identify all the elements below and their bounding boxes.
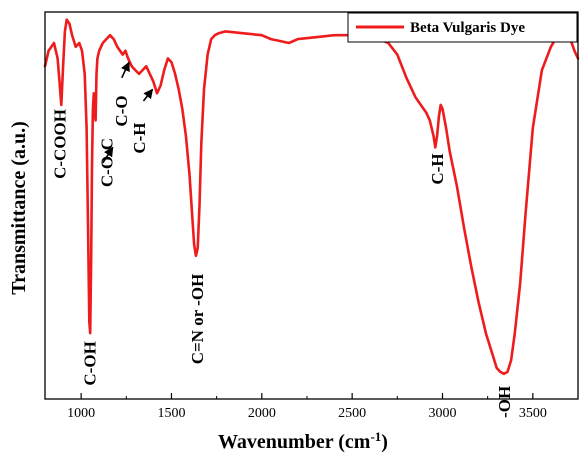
peak-annotation-5: C=N or -OH [188, 274, 207, 365]
annotation-arrow-0 [102, 146, 114, 164]
x-tick-label: 2500 [338, 406, 366, 421]
x-tick-label: 3500 [519, 406, 547, 421]
annotation-arrow-1 [121, 61, 130, 79]
series-line-0 [43, 18, 580, 376]
x-tick-label: 3000 [428, 406, 456, 421]
peak-annotation-7: -OH [495, 386, 514, 418]
x-axis-title: Wavenumber (cm-1) [218, 429, 388, 454]
peak-annotation-1: C-OH [80, 341, 99, 385]
x-tick-label: 1000 [67, 406, 95, 421]
x-tick-label: 2000 [248, 406, 276, 421]
plot-area [43, 18, 580, 376]
legend-label: Beta Vulgaris Dye [410, 20, 525, 36]
annotation-arrow-2 [142, 88, 154, 102]
x-ticks: 1000 1500 2000 2500 3000 3500 [67, 393, 579, 421]
peak-annotation-3: C-O [112, 95, 131, 126]
x-tick-label: 1500 [157, 406, 185, 421]
legend: Beta Vulgaris Dye [347, 12, 578, 43]
y-axis-title: Transmittance (a.u.) [8, 121, 30, 295]
plot-frame [44, 11, 579, 400]
peak-annotation-6: C-H [428, 153, 447, 184]
peak-annotation-4: C-H [130, 123, 149, 154]
peak-annotation-0: C-COOH [51, 109, 70, 179]
peak-annotation-2: C-O-C [97, 138, 116, 187]
